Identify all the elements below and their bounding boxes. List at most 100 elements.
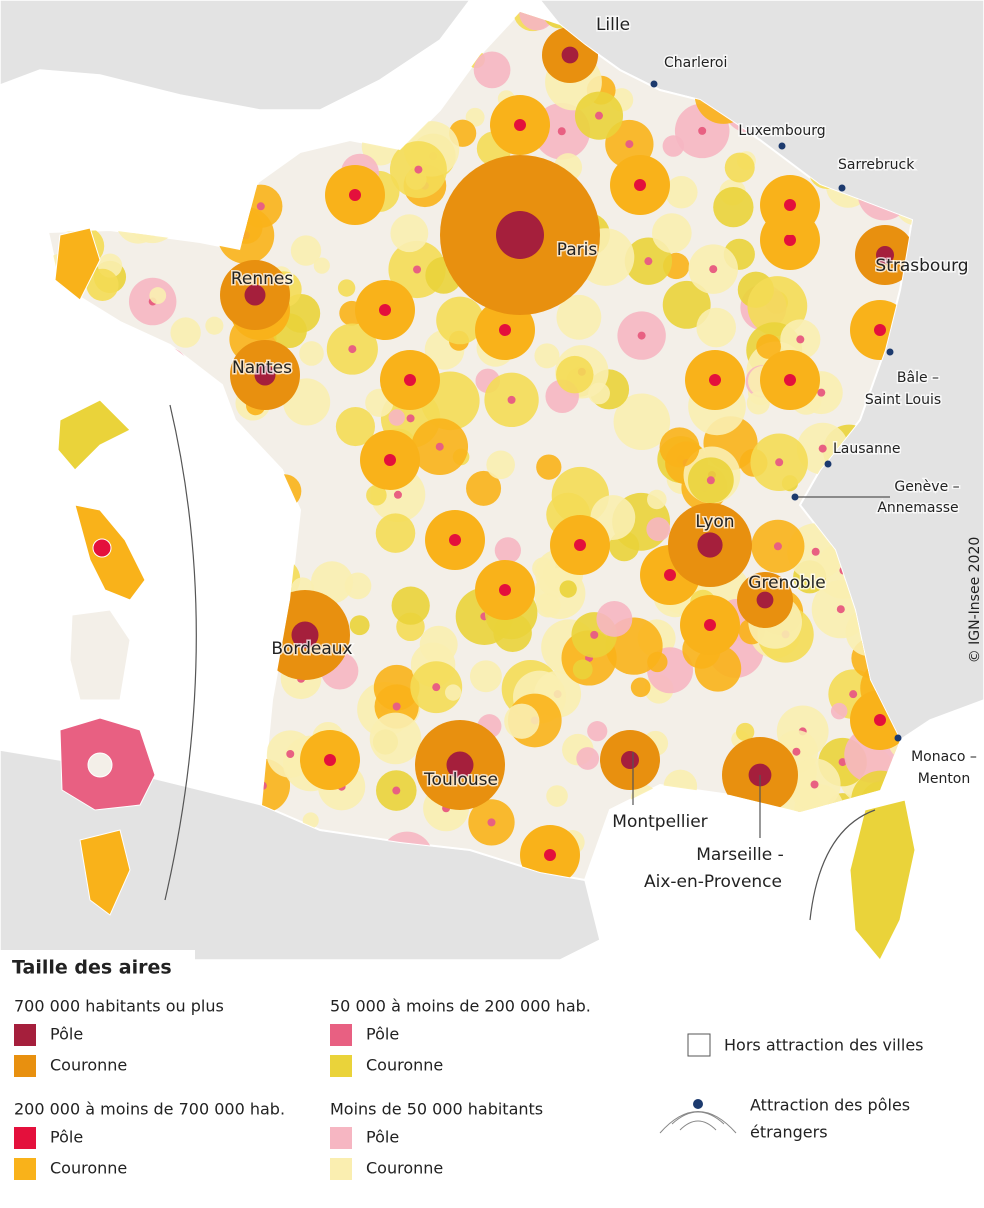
- area: [86, 268, 119, 301]
- pole: [244, 284, 266, 306]
- pole: [286, 750, 295, 759]
- area: [86, 317, 122, 353]
- pole: [561, 46, 579, 64]
- pole: [874, 324, 886, 336]
- legend-hors: Hors attraction des villes: [724, 1036, 924, 1055]
- area: [630, 677, 651, 698]
- city-label: Saint Louis: [865, 392, 941, 408]
- city-label: Paris: [557, 240, 598, 260]
- area: [137, 509, 165, 537]
- pole: [413, 265, 422, 274]
- legend-swatch: [14, 1127, 36, 1149]
- area: [391, 586, 430, 625]
- copyright: © IGN-Insee 2020: [967, 537, 983, 664]
- legend-title: Taille des aires: [12, 957, 172, 979]
- area: [174, 171, 203, 200]
- pole: [499, 584, 511, 596]
- pole: [496, 211, 544, 259]
- pole: [544, 849, 556, 861]
- area: [204, 590, 232, 618]
- legend-item: Couronne: [50, 1159, 127, 1178]
- pole: [637, 331, 646, 340]
- area: [366, 484, 387, 506]
- area: [149, 664, 179, 694]
- pole: [709, 374, 721, 386]
- neighbour-land: [0, 0, 984, 961]
- legend-heading: Moins de 50 000 habitants: [330, 1100, 543, 1119]
- area: [49, 126, 88, 165]
- pole: [876, 246, 894, 264]
- city-label: Grenoble: [748, 573, 825, 593]
- pole: [574, 539, 586, 551]
- area: [246, 531, 264, 549]
- pole: [291, 621, 319, 649]
- separators: [164, 404, 890, 921]
- legend: Taille des aires Hors attraction des vil…: [0, 950, 924, 1180]
- area: [756, 334, 781, 359]
- area: [157, 503, 178, 524]
- pole: [590, 630, 599, 639]
- legend-item: Couronne: [366, 1159, 443, 1178]
- city-label: Nantes: [232, 358, 292, 378]
- city-label: Montpellier: [612, 812, 707, 832]
- pole: [121, 380, 130, 389]
- legend-item: Couronne: [366, 1056, 443, 1075]
- legend-swatch: [330, 1055, 352, 1077]
- pole: [256, 202, 265, 211]
- area: [419, 625, 458, 664]
- area: [123, 156, 150, 184]
- pole: [775, 458, 784, 467]
- area: [572, 659, 593, 680]
- pole: [507, 395, 516, 404]
- area: [349, 615, 370, 636]
- area: [48, 102, 77, 143]
- legend-heading: 200 000 à moins de 700 000 hab.: [14, 1100, 285, 1119]
- area: [181, 210, 200, 229]
- city-label: Luxembourg: [738, 123, 825, 139]
- area: [646, 517, 671, 542]
- city-label: Lausanne: [833, 441, 900, 457]
- pole: [406, 414, 415, 423]
- area: [211, 535, 256, 581]
- area: [313, 257, 330, 274]
- pole: [756, 591, 774, 609]
- pole: [499, 324, 511, 336]
- area: [556, 294, 602, 340]
- area: [129, 425, 177, 473]
- area: [473, 51, 511, 89]
- city-label: Bâle –: [897, 370, 939, 386]
- pole: [232, 189, 241, 198]
- area: [153, 441, 197, 486]
- area: [378, 109, 402, 132]
- area: [576, 747, 600, 770]
- area: [48, 363, 56, 384]
- pole: [594, 111, 603, 120]
- area: [290, 235, 322, 266]
- pole: [784, 234, 796, 246]
- area: [157, 715, 190, 748]
- pole: [706, 476, 715, 485]
- pole: [644, 257, 653, 266]
- legend-swatch: [330, 1024, 352, 1046]
- area: [187, 191, 209, 214]
- pole: [349, 189, 361, 201]
- legend-item: Pôle: [50, 1128, 83, 1147]
- area: [556, 355, 594, 394]
- pole: [811, 547, 820, 556]
- area: [613, 393, 671, 451]
- pole: [697, 532, 723, 558]
- area: [651, 213, 692, 253]
- area: [747, 276, 808, 336]
- area: [97, 356, 120, 380]
- pole: [148, 213, 157, 222]
- area: [148, 183, 194, 230]
- pole: [625, 140, 634, 149]
- area: [811, 823, 849, 860]
- pole: [91, 349, 100, 358]
- pole: [275, 574, 284, 583]
- overseas-and-corsica: [54, 227, 916, 961]
- pole: [709, 265, 718, 274]
- area: [53, 194, 93, 233]
- area: [746, 391, 770, 415]
